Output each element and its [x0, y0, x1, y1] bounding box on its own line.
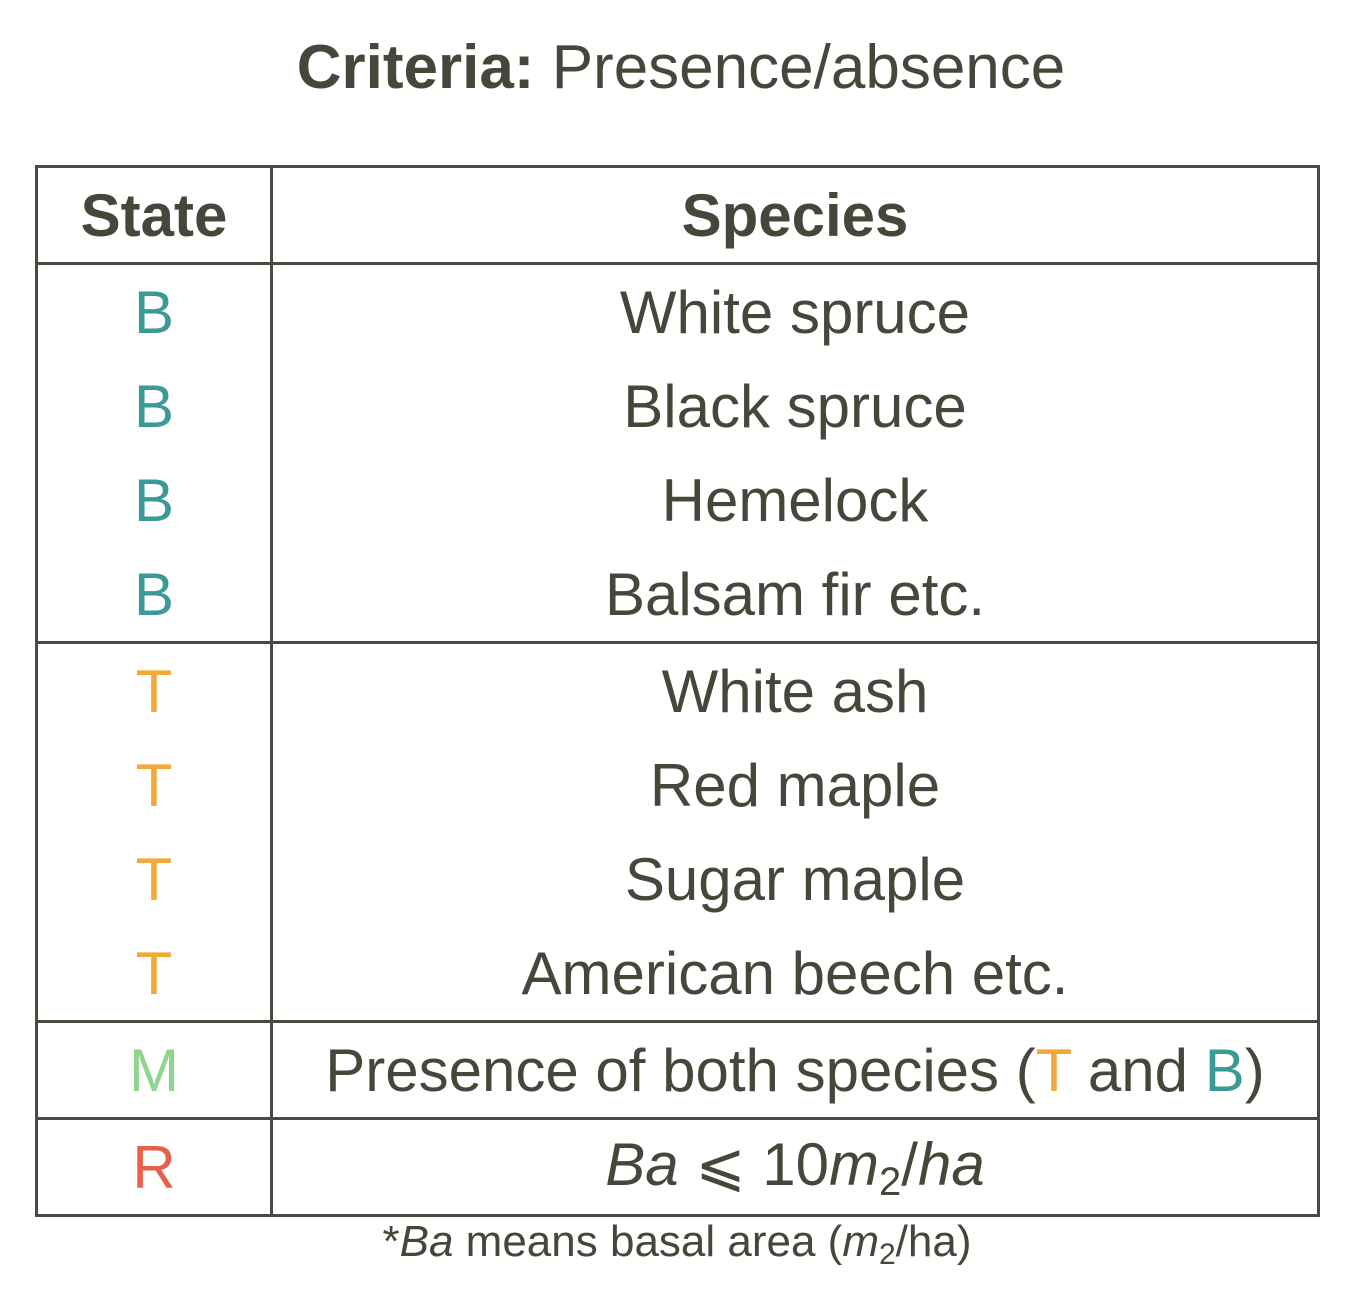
state-cell: B	[35, 453, 273, 547]
species-cell: Black spruce	[270, 359, 1320, 453]
table-row: T White ash	[35, 642, 1320, 738]
table-row-rule: R Ba ⩽ 10m2/ha	[35, 1118, 1320, 1217]
footnote-text: means basal area (	[453, 1217, 843, 1266]
footnote-ba: Ba	[399, 1217, 454, 1266]
mixed-t-letter: T	[1035, 1036, 1072, 1104]
species-cell: Sugar maple	[270, 832, 1320, 926]
header-species: Species	[270, 165, 1320, 265]
header-state: State	[35, 165, 273, 265]
table-row: T Sugar maple	[35, 832, 1320, 926]
state-cell: T	[35, 832, 273, 926]
mixed-text-after: )	[1244, 1036, 1265, 1104]
rule-slash: /	[901, 1130, 918, 1198]
rule-leq: ⩽	[678, 1130, 763, 1198]
state-cell: B	[35, 359, 273, 453]
state-cell: B	[35, 547, 273, 644]
criteria-table: State Species B White spruce B Black spr…	[35, 165, 1320, 1217]
species-cell: White ash	[270, 642, 1320, 738]
rule-sub: 2	[879, 1159, 902, 1204]
table-row-mixed: M Presence of both species (T and B)	[35, 1021, 1320, 1120]
title-value: Presence/absence	[551, 33, 1066, 102]
species-cell: Hemelock	[270, 453, 1320, 547]
rule-number: 10	[762, 1130, 830, 1198]
species-cell: White spruce	[270, 263, 1320, 359]
footnote-rest: /ha)	[895, 1217, 972, 1266]
table-row: T American beech etc.	[35, 926, 1320, 1023]
rule-m: m	[829, 1130, 880, 1198]
state-cell: T	[35, 926, 273, 1023]
footnote-m: m	[842, 1217, 879, 1266]
footnote-star: *	[382, 1217, 400, 1266]
page-title: Criteria: Presence/absence	[0, 28, 1354, 108]
state-cell: B	[35, 263, 273, 359]
species-cell-rule: Ba ⩽ 10m2/ha	[270, 1118, 1320, 1217]
mixed-text-before: Presence of both species (	[325, 1036, 1036, 1104]
state-cell: R	[35, 1118, 273, 1217]
table-header-row: State Species	[35, 165, 1320, 265]
rule-ha: ha	[917, 1130, 985, 1198]
species-cell: Red maple	[270, 738, 1320, 832]
species-cell: Balsam fir etc.	[270, 547, 1320, 644]
table-row: T Red maple	[35, 738, 1320, 832]
table-row: B Hemelock	[35, 453, 1320, 547]
species-cell-mixed: Presence of both species (T and B)	[270, 1021, 1320, 1120]
footnote-sub: 2	[878, 1238, 896, 1271]
state-cell: T	[35, 738, 273, 832]
species-cell: American beech etc.	[270, 926, 1320, 1023]
state-cell: T	[35, 642, 273, 738]
rule-ba: Ba	[605, 1130, 679, 1198]
table-row: B White spruce	[35, 263, 1320, 359]
mixed-and: and	[1071, 1036, 1205, 1104]
table-row: B Balsam fir etc.	[35, 547, 1320, 644]
state-cell: M	[35, 1021, 273, 1120]
mixed-b-letter: B	[1204, 1036, 1245, 1104]
table-row: B Black spruce	[35, 359, 1320, 453]
footnote: *Ba means basal area (m2/ha)	[0, 1212, 1354, 1285]
title-label: Criteria:	[296, 33, 535, 102]
